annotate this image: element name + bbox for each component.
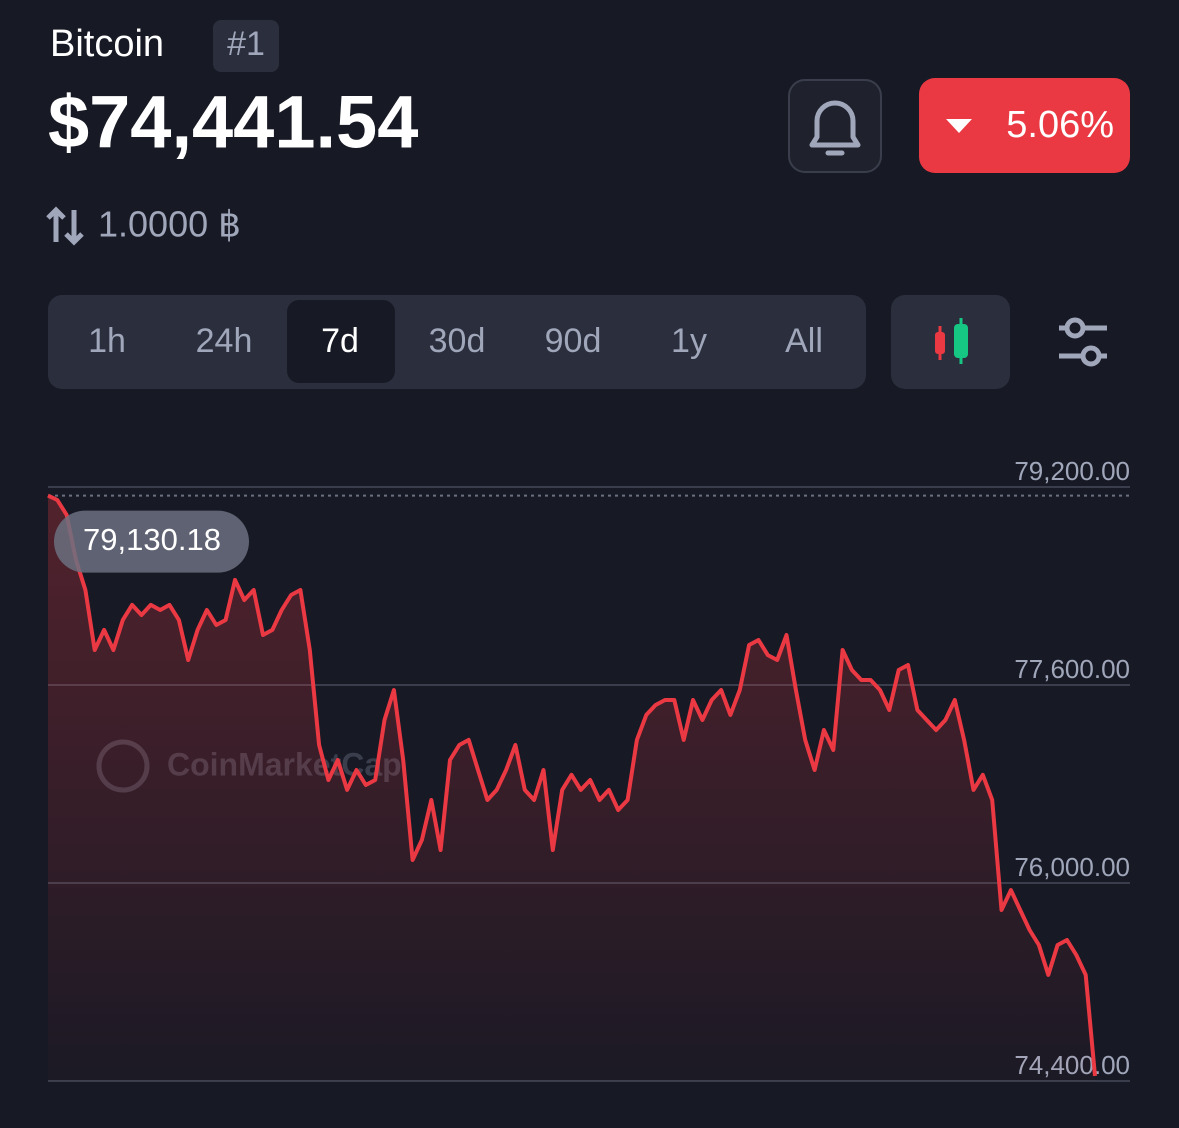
timeframe-tab[interactable]: 1h: [88, 322, 126, 360]
bell-icon: [809, 100, 861, 156]
candle-toggle[interactable]: [891, 295, 1010, 389]
high-label: 79,130.18: [83, 522, 221, 557]
timeframe-tab[interactable]: 30d: [429, 322, 486, 360]
timeframe-tab[interactable]: All: [785, 322, 823, 360]
candle-icon: [954, 324, 968, 358]
rank: #1: [227, 25, 265, 63]
change-badge: [919, 78, 1130, 173]
candle-icon: [935, 332, 945, 354]
settings-icon[interactable]: [1059, 317, 1107, 367]
rank-badge: [213, 20, 279, 72]
area: [48, 495, 1095, 1082]
y-tick-label: 77,600.00: [1014, 654, 1130, 684]
swap-icon[interactable]: [46, 206, 84, 246]
alert-button[interactable]: [788, 79, 882, 173]
y-tick-label: 76,000.00: [1014, 852, 1130, 882]
coin-name: Bitcoin: [50, 23, 164, 65]
price-line: [47, 493, 1097, 1077]
timeframe-bar: [48, 295, 866, 389]
price: $74,441.54: [48, 81, 418, 164]
y-tick-label: 79,200.00: [1014, 456, 1130, 486]
high-pill: [54, 510, 249, 573]
down-arrow: [946, 119, 972, 133]
timeframe-tab[interactable]: 7d: [321, 322, 359, 360]
change: 5.06%: [1006, 104, 1114, 146]
timeframe-tab[interactable]: 90d: [545, 322, 602, 360]
timeframe-tab[interactable]: 24h: [196, 322, 253, 360]
selected-tab: [287, 300, 395, 383]
conversion: 1.0000 ฿: [98, 204, 241, 245]
timeframe-tab[interactable]: 1y: [671, 322, 707, 360]
